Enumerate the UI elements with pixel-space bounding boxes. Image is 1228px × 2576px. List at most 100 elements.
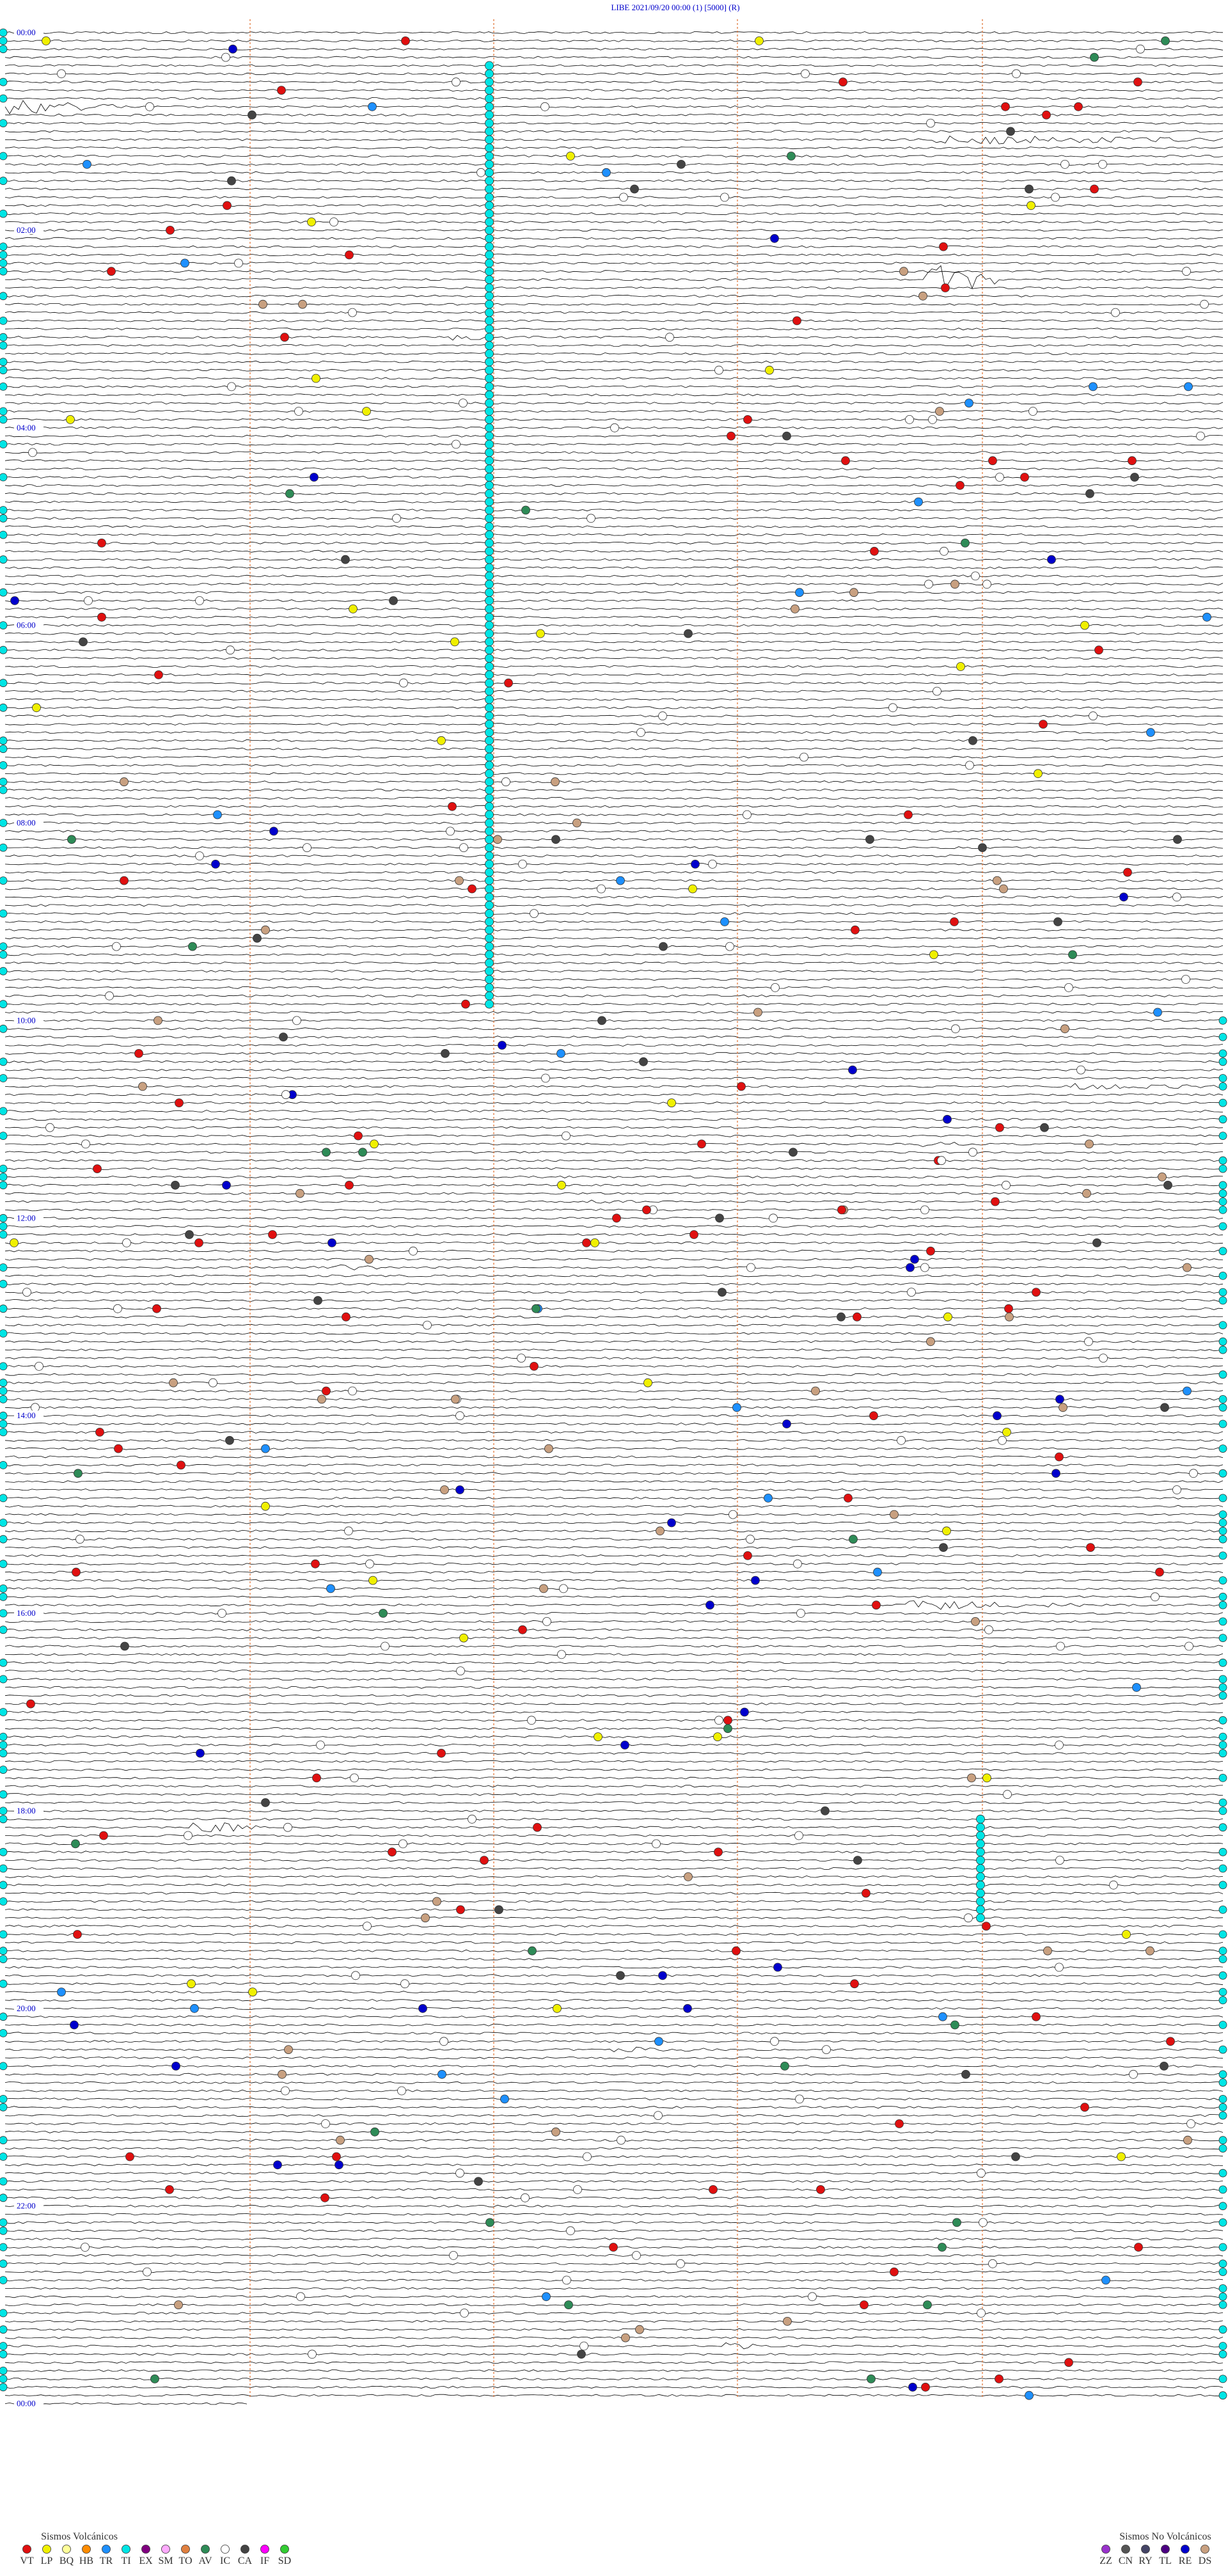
event (485, 448, 494, 457)
event (1218, 2218, 1227, 2227)
event (0, 2375, 8, 2383)
event (485, 645, 494, 655)
event (485, 152, 494, 161)
event (1161, 36, 1170, 45)
event (0, 267, 8, 276)
event (1218, 1732, 1227, 1741)
event (138, 1082, 147, 1091)
label-bg (14, 1608, 43, 1618)
event (329, 217, 338, 226)
event (501, 777, 510, 787)
event (950, 2020, 959, 2030)
event (1080, 2103, 1089, 2112)
event (0, 645, 8, 654)
event (1109, 1880, 1118, 1890)
event (209, 1378, 217, 1387)
event (456, 1905, 465, 1915)
legend-swatch (161, 2545, 170, 2554)
event (423, 1320, 432, 1330)
label-bg (14, 422, 43, 432)
event (0, 1625, 8, 1634)
event (0, 1230, 8, 1239)
event (1076, 1065, 1085, 1075)
event (485, 456, 494, 466)
event (72, 1567, 81, 1577)
legend-label: RY (1138, 2556, 1153, 2566)
event (196, 1748, 205, 1758)
event (22, 1288, 31, 1297)
event (57, 1987, 66, 1997)
legend-label: EX (139, 2556, 153, 2566)
event (632, 2250, 641, 2260)
event (362, 407, 371, 416)
event (764, 1493, 773, 1503)
event (1218, 2185, 1227, 2194)
event (924, 580, 933, 589)
event (1099, 1354, 1108, 1363)
legend-label: DS (1199, 2556, 1211, 2566)
event (99, 1831, 108, 1840)
event (32, 703, 41, 713)
event (1183, 2135, 1192, 2145)
event (1218, 1510, 1227, 1519)
legend-swatch (42, 2545, 51, 2554)
event (0, 2136, 8, 2145)
event (105, 991, 114, 1000)
event (418, 2003, 427, 2013)
event (976, 1872, 985, 1881)
event (0, 2103, 8, 2112)
event (0, 679, 8, 688)
legend-swatch (1181, 2545, 1190, 2554)
event (557, 1180, 566, 1190)
event (616, 1971, 625, 1980)
event (1042, 110, 1051, 120)
event (1218, 1716, 1227, 1725)
event (348, 1386, 357, 1396)
event (248, 1987, 257, 1997)
legend-swatch (280, 2545, 289, 2554)
event (485, 291, 494, 301)
event (860, 2300, 869, 2310)
event (943, 1114, 952, 1124)
event (1218, 1206, 1227, 1214)
event (691, 860, 700, 869)
event (485, 752, 494, 762)
event (0, 1609, 8, 1618)
event (485, 233, 494, 243)
event (659, 942, 668, 951)
event (1183, 1386, 1192, 1396)
event (0, 1387, 8, 1395)
event (908, 2382, 917, 2392)
event (180, 258, 189, 268)
time-label: 22:00 (17, 2201, 36, 2211)
event (1089, 382, 1098, 391)
event (322, 1386, 331, 1396)
event (485, 209, 494, 219)
event (370, 2127, 379, 2137)
event (1134, 2243, 1143, 2252)
event (849, 1535, 858, 1544)
event (0, 942, 8, 951)
event (636, 728, 645, 737)
event (609, 2243, 618, 2252)
event (188, 942, 197, 951)
event (455, 876, 464, 885)
event (1218, 1526, 1227, 1535)
event (725, 942, 734, 951)
event (485, 390, 494, 400)
event (485, 695, 494, 704)
event (169, 1378, 178, 1387)
event (485, 942, 494, 951)
event (79, 637, 88, 647)
event (485, 786, 494, 794)
event (518, 1625, 527, 1634)
event (485, 670, 494, 679)
event (485, 497, 494, 507)
event (978, 843, 987, 852)
event (437, 1748, 446, 1758)
event (0, 588, 8, 597)
label-bg (14, 2003, 43, 2012)
event (248, 110, 256, 120)
legend-swatch (62, 2545, 71, 2554)
legend-label: TR (100, 2556, 113, 2566)
